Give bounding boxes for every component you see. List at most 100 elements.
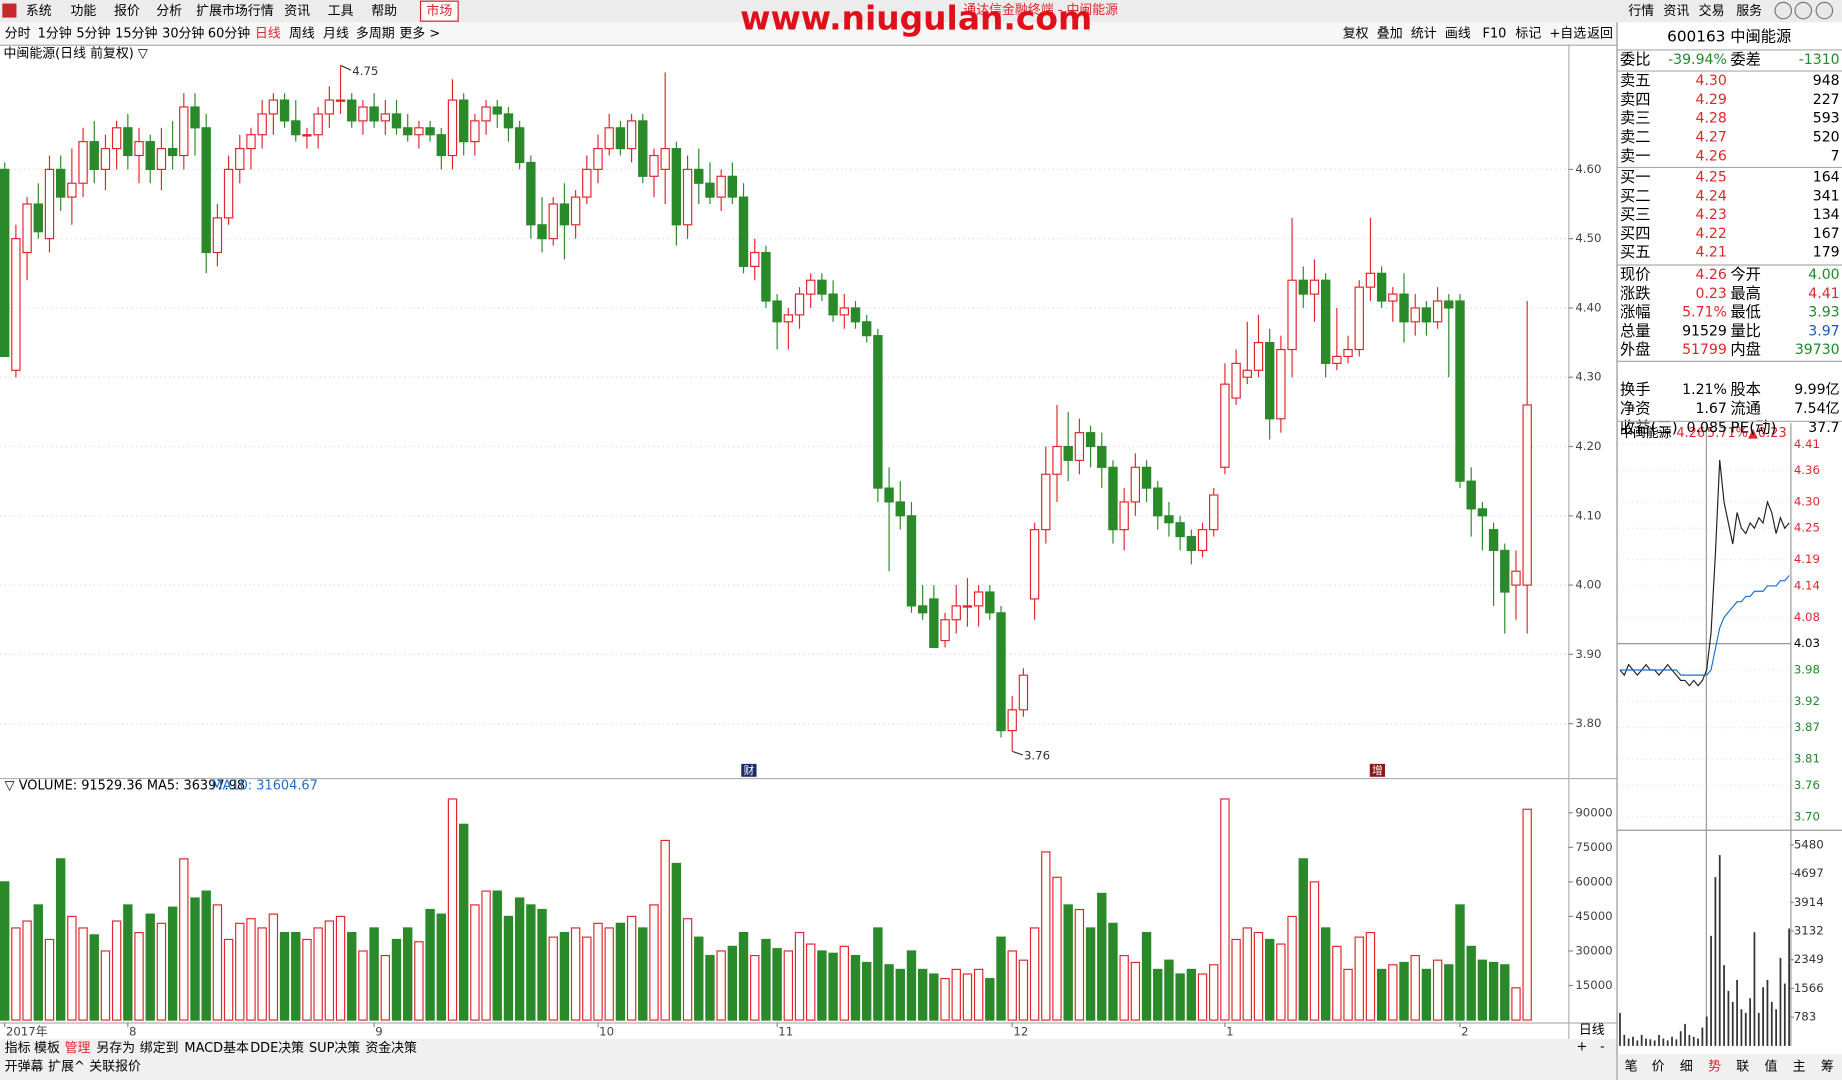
period-tab[interactable]: 60分钟 [208, 26, 250, 42]
menu-item[interactable]: 功能 [70, 4, 96, 19]
high-label: 4.75 [352, 64, 378, 78]
right-tab[interactable]: 细 [1680, 1060, 1693, 1075]
bottom-tab[interactable]: 另存为 [96, 1041, 135, 1056]
zoom-in[interactable]: + [1577, 1040, 1588, 1055]
volume-bar [1511, 987, 1521, 1021]
volume-bar [1466, 945, 1476, 1021]
period-tab[interactable]: 月线 [323, 27, 349, 42]
top-button[interactable]: 服务 [1736, 3, 1762, 19]
event-label[interactable]: 财 [744, 764, 755, 777]
bottom-tab[interactable]: 指标 [5, 1041, 31, 1056]
y-tick-label: 3.87 [1794, 720, 1820, 734]
quote-label: 总量 [1620, 322, 1651, 340]
toolbar-button[interactable]: 返回 [1587, 27, 1613, 42]
menu-item[interactable]: 扩展市场行情 [196, 3, 274, 19]
bottom-tab[interactable]: 资金决策 [365, 1040, 417, 1056]
right-tab[interactable]: 值 [1764, 1059, 1777, 1075]
menu-item[interactable]: 帮助 [371, 4, 397, 19]
candle-body [1220, 383, 1230, 468]
event-label[interactable]: 增 [1372, 764, 1383, 777]
period-tab[interactable]: 分时 [5, 27, 31, 42]
x-tick-label: 11 [778, 1024, 793, 1038]
period-tab[interactable]: 5分钟 [76, 26, 110, 42]
quote-label: 内盘 [1730, 341, 1761, 359]
menu-item[interactable]: 工具 [328, 4, 354, 19]
right-tab[interactable]: 势 [1708, 1059, 1721, 1075]
quote-value: 4.29 [1696, 92, 1727, 108]
bottom-tab[interactable]: 开弹幕 [5, 1060, 44, 1075]
right-tab[interactable]: 筹 [1821, 1059, 1834, 1075]
y-tick-label: 2349 [1794, 952, 1824, 966]
volume-bar [1164, 959, 1174, 1021]
candle-body [1343, 348, 1353, 358]
top-button[interactable]: 交易 [1699, 3, 1725, 19]
minimize[interactable] [1774, 1, 1793, 20]
right-tab[interactable]: 联 [1736, 1060, 1749, 1075]
bottom-tab[interactable]: MACD基本 [184, 1041, 249, 1056]
right-tab[interactable]: 价 [1652, 1060, 1665, 1075]
quote-value: 4.41 [1808, 286, 1839, 302]
period-tab[interactable]: 15分钟 [115, 26, 157, 42]
toolbar-button[interactable]: 复权 [1343, 26, 1369, 42]
toolbar-button[interactable]: 标记 [1515, 27, 1541, 42]
toolbar-button[interactable]: 叠加 [1377, 27, 1403, 42]
menu-item[interactable]: 市场 [426, 3, 452, 19]
period-tab[interactable]: 1分钟 [38, 26, 72, 42]
period-tab[interactable]: 周线 [289, 27, 315, 42]
top-button[interactable]: 资讯 [1663, 4, 1689, 19]
menu-item[interactable]: 分析 [156, 4, 182, 19]
restore[interactable] [1794, 1, 1813, 20]
bottom-tab[interactable]: 关联报价 [89, 1060, 141, 1075]
quote-label: 委差 [1730, 50, 1761, 68]
toolbar-button[interactable]: +自选 [1549, 27, 1586, 42]
volume-bar [985, 978, 995, 1021]
bottom-tab[interactable]: SUP决策 [309, 1040, 360, 1056]
toolbar-button[interactable]: F10 [1483, 27, 1507, 42]
period-tab[interactable]: 更多 > [399, 27, 440, 42]
bottom-tab[interactable]: 模板 [34, 1041, 60, 1056]
quote-volume: 179 [1813, 245, 1840, 261]
volume-bar [806, 943, 816, 1021]
period-tab[interactable]: 多周期 [356, 27, 395, 42]
candle-body [134, 141, 144, 157]
right-tab[interactable]: 笔 [1625, 1059, 1638, 1075]
volume-subtitle: MA10: 31604.67 [211, 779, 317, 794]
menubar [0, 0, 1842, 23]
volume-bar [951, 968, 961, 1021]
menu-item[interactable]: 系统 [26, 4, 52, 19]
candle-body [660, 147, 670, 170]
market-tab[interactable] [419, 0, 459, 22]
quote-volume: 7 [1831, 148, 1840, 164]
candle-body [850, 307, 861, 323]
toolbar-button[interactable]: 统计 [1411, 27, 1437, 42]
x-tick-label: 12 [1013, 1024, 1028, 1038]
quote-value: 4.27 [1696, 129, 1727, 145]
candle-body [526, 161, 536, 226]
zoom-out[interactable]: - [1600, 1040, 1605, 1055]
volume-bar [1522, 808, 1532, 1021]
bottom-bar [0, 1038, 1617, 1080]
period-tab[interactable]: 日线 [255, 27, 281, 42]
candle-body [1511, 570, 1521, 586]
bottom-tab[interactable]: 扩展^ [48, 1060, 85, 1075]
top-button[interactable]: 行情 [1628, 4, 1654, 19]
bottom-tab[interactable]: DDE决策 [250, 1040, 304, 1056]
period-tab[interactable]: 30分钟 [162, 26, 204, 42]
y-tick-label: 3.76 [1794, 778, 1820, 792]
toolbar-button[interactable]: 画线 [1445, 27, 1471, 42]
quote-value: 51799 [1682, 342, 1727, 358]
quote-value: 1.21% [1682, 382, 1727, 398]
right-tab[interactable]: 主 [1793, 1060, 1806, 1075]
average-line [1619, 575, 1790, 676]
menu-item[interactable]: 报价 [114, 4, 140, 19]
quote-value: 4.24 [1696, 188, 1727, 204]
y-tick-label: 4.41 [1794, 437, 1820, 451]
close[interactable] [1815, 1, 1834, 20]
candle-body [1175, 522, 1185, 538]
intraday-title: 中闽能源 [1620, 426, 1672, 441]
bottom-tab[interactable]: 管理 [65, 1041, 91, 1056]
bottom-tab[interactable]: 绑定到 [140, 1041, 179, 1056]
menu-item[interactable]: 资讯 [284, 4, 310, 19]
volume-bar [1410, 954, 1420, 1021]
